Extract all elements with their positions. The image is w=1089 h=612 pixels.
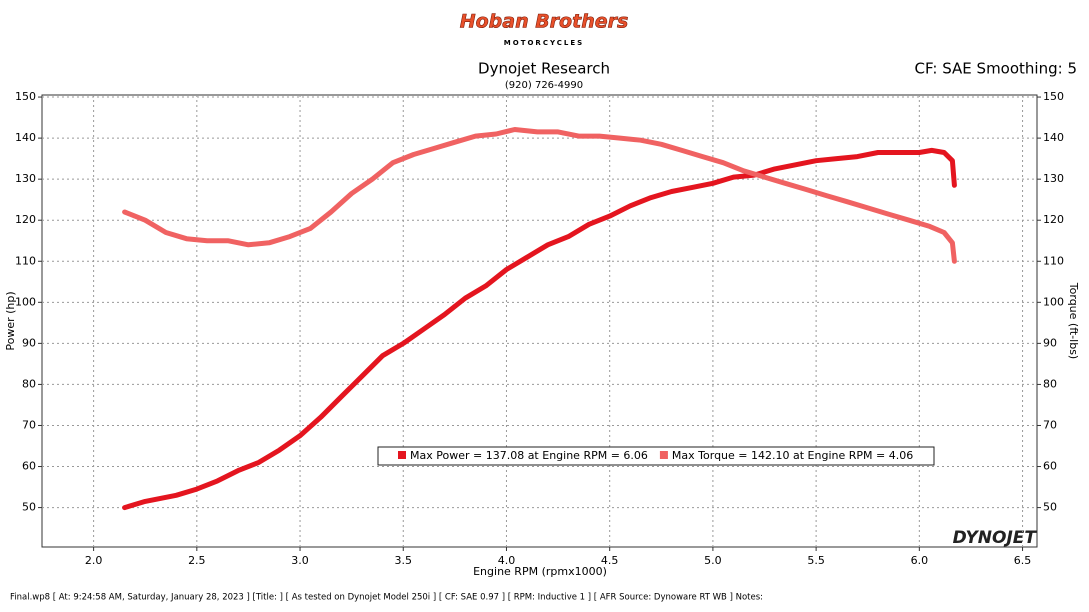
legend-box [377, 446, 935, 466]
y2-tick-label: 100 [1043, 295, 1064, 308]
chart-subtitle: (920) 726-4990 [505, 80, 583, 91]
logo-title: Hoban Brothers [460, 11, 629, 33]
x-axis-label: Engine RPM (rpmx1000) [473, 565, 607, 578]
x-tick-label: 2.5 [188, 554, 206, 567]
legend-label: Max Power = 137.08 at Engine RPM = 6.06 [410, 449, 648, 462]
y-axis-label: Power (hp) [4, 291, 17, 350]
legend-label: Max Torque = 142.10 at Engine RPM = 4.06 [672, 449, 913, 462]
y-tick-label: 120 [15, 213, 36, 226]
corner-note: CF: SAE Smoothing: 5 [914, 60, 1077, 78]
y-tick-label: 80 [22, 377, 36, 390]
y-tick-label: 90 [22, 336, 36, 349]
x-tick-label: 4.0 [498, 554, 516, 567]
x-tick-label: 3.5 [395, 554, 413, 567]
y2-tick-label: 90 [1043, 336, 1057, 349]
y2-tick-label: 120 [1043, 213, 1064, 226]
y2-axis-label: Torque (ft-lbs) [1067, 282, 1080, 359]
y-tick-label: 70 [22, 418, 36, 431]
legend-swatch [659, 451, 668, 459]
logo-subtitle: MOTORCYCLES [504, 39, 584, 47]
plot-area [41, 94, 1038, 548]
y-tick-label: 130 [15, 172, 36, 185]
y2-tick-label: 50 [1043, 501, 1057, 514]
x-tick-label: 6.0 [911, 554, 929, 567]
series-line [122, 147, 957, 511]
y2-tick-label: 80 [1043, 377, 1057, 390]
brand-logo: DYNOJET [953, 528, 1038, 548]
y2-tick-label: 110 [1043, 254, 1064, 267]
legend-swatch [398, 451, 406, 459]
footer: Final.wp8 [ At: 9:24:58 AM, Saturday, Ja… [10, 593, 763, 603]
y-tick-label: 60 [22, 460, 36, 473]
y-tick-label: 100 [15, 295, 36, 308]
y2-tick-label: 60 [1043, 460, 1057, 473]
x-tick-label: 2.0 [85, 554, 103, 567]
x-tick-label: 3.0 [291, 554, 309, 567]
series-line [122, 127, 957, 264]
x-tick-label: 4.5 [601, 554, 619, 567]
x-tick-label: 5.0 [704, 554, 722, 567]
y-tick-label: 140 [15, 131, 36, 144]
y-tick-label: 150 [15, 90, 36, 103]
x-tick-label: 5.5 [807, 554, 825, 567]
y2-tick-label: 70 [1043, 418, 1057, 431]
y2-tick-label: 130 [1043, 172, 1064, 185]
x-tick-label: 6.5 [1014, 554, 1032, 567]
y-tick-label: 110 [15, 254, 36, 267]
y-tick-label: 50 [22, 501, 36, 514]
y2-tick-label: 150 [1043, 90, 1064, 103]
chart-title: Dynojet Research [478, 60, 610, 78]
y2-tick-label: 140 [1043, 131, 1064, 144]
